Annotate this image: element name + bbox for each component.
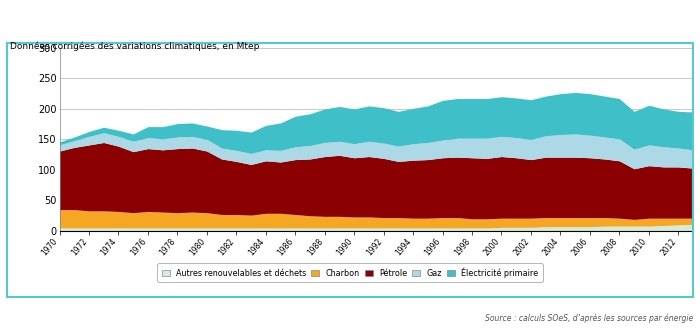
Legend: Autres renouvelables et déchets, Charbon, Pétrole, Gaz, Électricité primaire: Autres renouvelables et déchets, Charbon… <box>158 263 542 281</box>
Text: Données corrigées des variations climatiques, en Mtep: Données corrigées des variations climati… <box>10 41 260 51</box>
Text: Évolution de la consommation d’énergie primaire: Évolution de la consommation d’énergie p… <box>157 10 543 26</box>
Text: Source : calculs SOeS, d’après les sources par énergie: Source : calculs SOeS, d’après les sourc… <box>484 314 693 323</box>
